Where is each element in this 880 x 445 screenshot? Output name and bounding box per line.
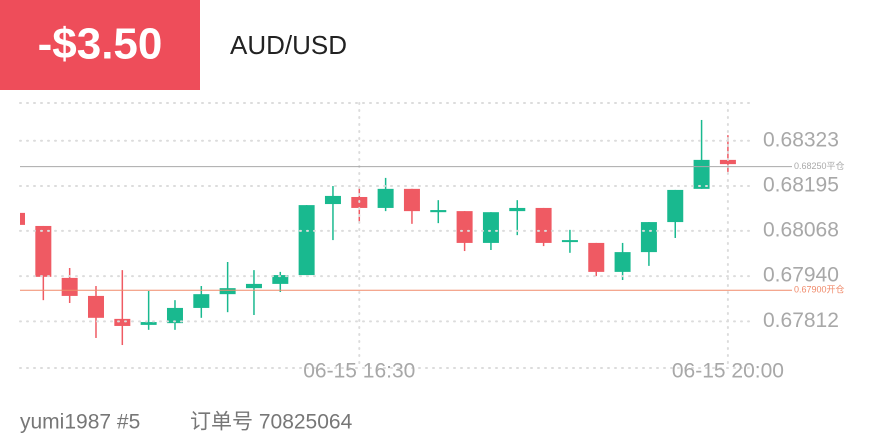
y-tick-label: 0.67812 [763, 309, 839, 332]
symbol: AUD/USD [230, 30, 347, 60]
candle-body [219, 288, 236, 295]
candle-body [377, 188, 394, 208]
candle-body [272, 275, 289, 284]
candle-body [456, 211, 473, 243]
price-line-label: 0.68250平仓 [794, 160, 845, 171]
price-line-label: 0.67900开仓 [794, 284, 845, 295]
candle-body [430, 210, 447, 213]
x-tick-label: 06-15 16:30 [303, 360, 415, 383]
y-tick-label: 0.67940 [763, 264, 839, 287]
candle-body [588, 242, 605, 272]
y-tick-label: 0.68068 [763, 218, 839, 241]
candle-body [535, 207, 552, 243]
candle-body [87, 295, 104, 318]
x-tick-label: 06-15 20:00 [672, 360, 784, 383]
candle-body [719, 159, 736, 165]
plot [20, 119, 736, 346]
pnl-badge [0, 0, 200, 90]
candle-body [693, 159, 710, 189]
order-number: 订单号 70825064 [190, 411, 353, 434]
candle-body [298, 205, 315, 276]
candle-body [403, 188, 420, 212]
candle-body [667, 189, 684, 223]
pnl: -$3.50 [38, 20, 163, 69]
candle-body [245, 283, 262, 289]
candle-body [35, 225, 52, 277]
candle-body [509, 207, 526, 212]
candle-body [61, 277, 78, 296]
candle-body [114, 318, 131, 326]
candle-body [324, 195, 341, 205]
candle-body [482, 212, 499, 243]
y-tick-label: 0.68323 [763, 128, 839, 151]
user: yumi1987 #5 [20, 411, 140, 434]
candle-body [561, 240, 578, 243]
candle-body [20, 212, 25, 225]
candle-body [193, 294, 210, 308]
candle-body [614, 252, 631, 272]
candle-body [140, 322, 157, 325]
y-tick-label: 0.68195 [763, 174, 839, 197]
candle-body [166, 307, 183, 324]
candle-body [640, 222, 657, 253]
